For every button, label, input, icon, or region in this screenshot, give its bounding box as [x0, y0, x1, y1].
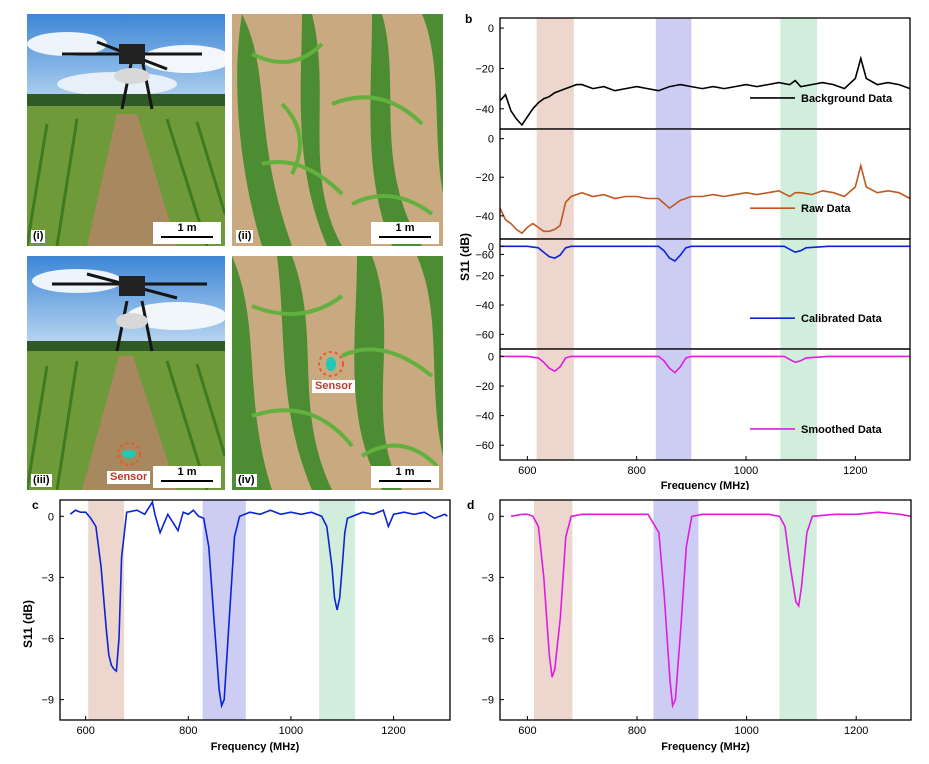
x-axis-label: Frequency (MHz): [661, 741, 750, 753]
photo-tag-i: (i): [31, 230, 46, 243]
x-tick-label: 600: [76, 725, 94, 737]
photo-drone-field: (i) 1 m: [27, 14, 225, 246]
chart-c-calibrated-s11: 0 −3 −6 −9 600 800 1000 1200 Frequency (MHz) S11 …: [21, 499, 451, 753]
scale-bar-i: 1 m: [153, 222, 221, 244]
y-tick-label: 0: [48, 511, 54, 523]
y-axis-label: S11 (dB): [21, 600, 35, 648]
y-tick-label: −20: [475, 172, 494, 184]
y-tick-label: −40: [475, 104, 494, 116]
legend-label: Raw Data: [801, 203, 851, 215]
y-tick-label: −20: [475, 271, 494, 283]
y-tick-label: 0: [488, 134, 494, 146]
y-tick-label: −9: [41, 695, 54, 707]
frequency-band-2-3: [655, 239, 692, 349]
frequency-band-1-4: [536, 349, 574, 460]
x-tick-label: 1200: [844, 725, 868, 737]
scale-text-i: 1 m: [177, 222, 197, 234]
panel-letter-d: d: [467, 498, 475, 512]
drone-sensor-illustration: [27, 256, 225, 490]
panel-letter-b: b: [465, 12, 473, 26]
legend-label: Smoothed Data: [801, 424, 883, 436]
y-tick-label: −3: [41, 572, 54, 584]
y-tick-label: −60: [475, 329, 494, 341]
plot-frame-d: [499, 499, 912, 721]
y-tick-label: −40: [475, 411, 494, 423]
y-tick-label: −60: [475, 440, 494, 452]
frequency-band-2-2: [655, 129, 692, 239]
scale-bar-iii: 1 m: [153, 466, 221, 488]
series-line-raw-data: [499, 162, 911, 235]
frequency-band-1-c: [88, 500, 125, 720]
frequency-band-3-1: [780, 18, 818, 129]
x-tick-label: 1000: [734, 465, 758, 477]
y-tick-label: 0: [488, 511, 494, 523]
x-tick-label: 1200: [843, 465, 867, 477]
y-tick-label: −20: [475, 63, 494, 75]
plot-frame-4: [499, 348, 911, 461]
series-line-calibrated-data: [500, 245, 910, 262]
x-tick-label: 1200: [381, 725, 405, 737]
photo-tag-iii: (iii): [31, 474, 52, 487]
series-line-smoothed: [510, 511, 912, 709]
frequency-band-1-3: [536, 239, 574, 349]
y-tick-label: −9: [481, 695, 494, 707]
photo-drone-sensor: Sensor (iii) 1 m: [27, 256, 225, 490]
x-tick-label: 800: [179, 725, 197, 737]
y-tick-label: −20: [475, 381, 494, 393]
y-tick-label: −6: [481, 634, 494, 646]
sensor-label-iii: Sensor: [107, 471, 151, 484]
sensor-label-iv: Sensor: [312, 380, 356, 393]
y-tick-label: −60: [475, 249, 494, 261]
scale-bar-iv: 1 m: [371, 466, 439, 488]
photo-tag-iv: (iv): [236, 474, 257, 487]
frequency-band-2-4: [655, 349, 692, 460]
corn-sensor-illustration: [232, 256, 443, 490]
legend-label: Calibrated Data: [801, 313, 883, 325]
drone-field-illustration: [27, 14, 225, 246]
frequency-band-1-2: [536, 129, 574, 239]
panel-letter-c: c: [32, 498, 39, 512]
y-axis-label: S11 (dB): [458, 233, 472, 281]
scale-text-iv: 1 m: [395, 466, 415, 478]
legend-label: Background Data: [801, 93, 893, 105]
scale-text-iii: 1 m: [177, 466, 197, 478]
y-tick-label: 0: [488, 23, 494, 35]
series-line-background-data: [499, 55, 911, 127]
y-tick-label: −6: [41, 634, 54, 646]
photo-tag-ii: (ii): [236, 230, 254, 243]
y-tick-label: −40: [475, 211, 494, 223]
frequency-band-2-c: [202, 500, 246, 720]
x-tick-label: 800: [628, 725, 646, 737]
series-line-calibrated: [69, 499, 448, 709]
x-axis-label: Frequency (MHz): [211, 741, 300, 753]
x-tick-label: 800: [627, 465, 645, 477]
frequency-band-3-3: [780, 239, 818, 349]
x-tick-label: 1000: [279, 725, 303, 737]
y-tick-label: 0: [488, 351, 494, 363]
corn-top-illustration: [232, 14, 443, 246]
x-tick-label: 600: [518, 465, 536, 477]
photo-corn-top-view: (ii) 1 m: [232, 14, 443, 246]
frequency-band-2-1: [655, 18, 692, 129]
frequency-band-1-1: [536, 18, 574, 129]
y-tick-label: −40: [475, 300, 494, 312]
frequency-band-3-4: [780, 349, 818, 460]
scale-bar-ii: 1 m: [371, 222, 439, 244]
plot-frame-c: [59, 499, 451, 721]
y-tick-label: −3: [481, 572, 494, 584]
y-tick-label: 0: [488, 241, 494, 253]
frequency-band-3-2: [780, 129, 818, 239]
x-tick-label: 600: [518, 725, 536, 737]
x-tick-label: 1000: [734, 725, 758, 737]
series-line-smoothed-data: [500, 355, 910, 374]
x-axis-label: Frequency (MHz): [661, 480, 750, 490]
chart-b-stacked-s11: 0 −20 −40 Background Data 0 −20 −40 −60 Raw Data…: [458, 17, 911, 490]
photo-corn-sensor: Sensor (iv) 1 m: [232, 256, 443, 490]
chart-d-smoothed-s11: 0 −3 −6 −9 600 800 1000 1200 Frequency (MHz): [481, 499, 912, 753]
scale-text-ii: 1 m: [395, 222, 415, 234]
